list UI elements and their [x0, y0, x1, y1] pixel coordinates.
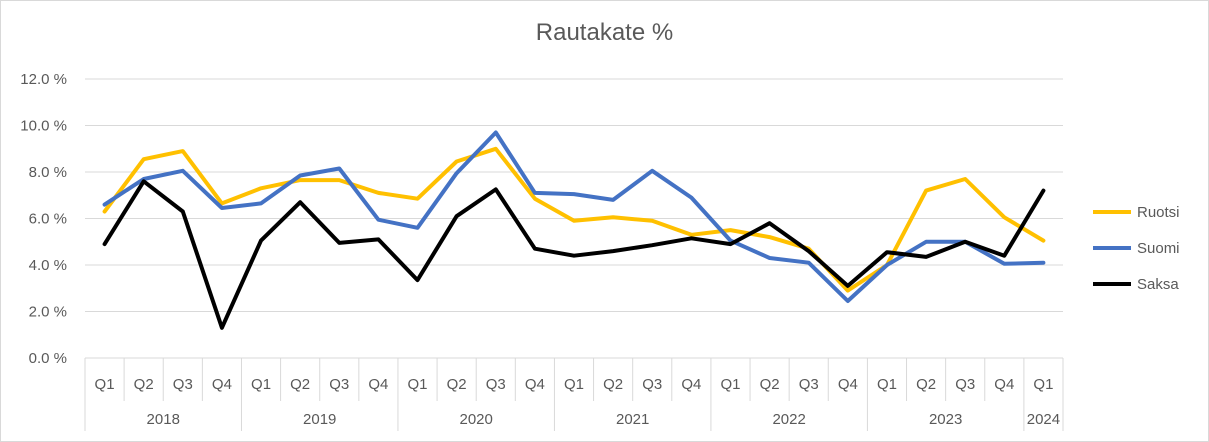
y-tick-label: 10.0 % [20, 118, 67, 135]
x-tick-label: Q2 [134, 376, 154, 393]
y-tick-label: 8.0 % [29, 164, 67, 181]
x-year-label: 2023 [929, 411, 962, 428]
y-tick-label: 0.0 % [29, 350, 67, 367]
chart-title: Rautakate % [535, 19, 674, 46]
x-tick-label: Q1 [408, 376, 428, 393]
x-year-label: 2020 [460, 411, 493, 428]
x-tick-label: Q1 [720, 376, 740, 393]
y-tick-label: 4.0 % [29, 257, 67, 274]
x-tick-label: Q3 [329, 376, 349, 393]
x-tick-label: Q1 [877, 376, 897, 393]
x-tick-label: Q2 [290, 376, 310, 393]
legend-label: Suomi [1137, 240, 1180, 257]
x-tick-label: Q1 [564, 376, 584, 393]
x-tick-label: Q3 [173, 376, 193, 393]
legend-layer: Ruotsi Suomi Saksa [1093, 204, 1180, 293]
x-tick-label: Q3 [642, 376, 662, 393]
x-tick-label: Q4 [838, 376, 858, 393]
grid-layer [85, 78, 1063, 359]
x-tick-label: Q3 [486, 376, 506, 393]
x-tick-label: Q1 [95, 376, 115, 393]
x-tick-label: Q2 [447, 376, 467, 393]
x-tick-label: Q4 [994, 376, 1014, 393]
y-tick-label: 2.0 % [29, 304, 67, 321]
legend-label: Ruotsi [1137, 204, 1180, 221]
x-year-label: 2019 [303, 411, 336, 428]
legend-label: Saksa [1137, 276, 1179, 293]
series-line-suomi [102, 130, 1046, 303]
x-year-label: 2018 [147, 411, 180, 428]
x-tick-label: Q1 [1033, 376, 1053, 393]
x-tick-label: Q4 [212, 376, 232, 393]
x-tick-label: Q4 [525, 376, 545, 393]
axis-layer: 0.0 % 2.0 % 4.0 % 6.0 % 8.0 % 10.0 % 12.0 % Q1 Q… [20, 71, 1064, 431]
x-tick-label: Q2 [916, 376, 936, 393]
x-tick-label: Q4 [368, 376, 388, 393]
x-tick-label: Q3 [955, 376, 975, 393]
x-tick-label: Q2 [760, 376, 780, 393]
series-layer [102, 130, 1046, 330]
x-tick-label: Q2 [603, 376, 623, 393]
x-tick-label: Q3 [799, 376, 819, 393]
x-year-label: 2024 [1027, 411, 1060, 428]
series-line-ruotsi [102, 146, 1046, 293]
y-tick-label: 12.0 % [20, 71, 67, 88]
y-tick-label: 6.0 % [29, 211, 67, 228]
x-year-label: 2022 [772, 411, 805, 428]
x-tick-label: Q4 [681, 376, 701, 393]
x-year-label: 2021 [616, 411, 649, 428]
x-tick-label: Q1 [251, 376, 271, 393]
